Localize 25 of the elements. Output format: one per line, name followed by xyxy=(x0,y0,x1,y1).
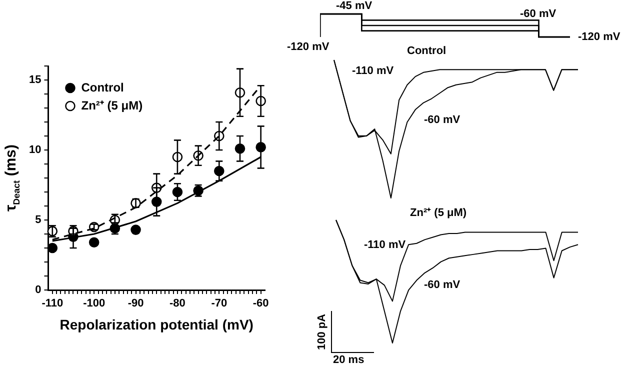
annotation: -60 mV xyxy=(424,279,460,291)
annotation: -110 mV xyxy=(364,239,406,251)
y-tick-label: 5 xyxy=(35,214,42,226)
y-tick-label: 10 xyxy=(28,144,42,156)
annotation: -60 mV xyxy=(520,8,556,20)
text: 100 pA xyxy=(316,314,328,350)
annotation: -60 mV xyxy=(424,114,460,126)
text: 20 ms xyxy=(333,354,364,366)
text: -120 mV xyxy=(578,31,620,43)
x-axis-title: Repolarization potential (mV) xyxy=(60,316,254,332)
text: -45 mV xyxy=(336,0,372,12)
annotation: -110 mV xyxy=(352,65,394,77)
text: -120 mV xyxy=(287,41,330,53)
x-tick-label: -70 xyxy=(211,298,228,310)
x-tick-label: -80 xyxy=(170,298,186,310)
x-tick-label: -110 xyxy=(42,298,64,310)
x-tick-label: -60 xyxy=(252,298,269,310)
legend-label: Zn²⁺ (5 μM) xyxy=(81,98,143,112)
x-tick-label: -90 xyxy=(128,298,144,310)
chart-title: Zn²⁺ (5 μM) xyxy=(410,206,467,219)
chart-title: Control xyxy=(407,45,446,57)
y-tick-label: 15 xyxy=(28,74,42,86)
y-tick-label: 0 xyxy=(35,284,42,296)
legend-label: Control xyxy=(81,80,124,94)
x-tick-label: -100 xyxy=(83,298,106,310)
